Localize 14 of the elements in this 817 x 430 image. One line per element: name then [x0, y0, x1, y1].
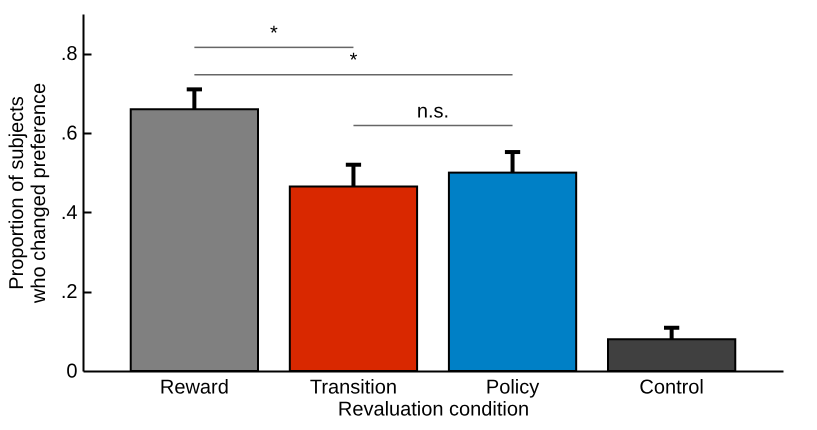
x-axis-title: Revaluation condition	[338, 398, 530, 420]
y-tick-label: .6	[60, 122, 78, 144]
y-axis-title: Proportion of subjects who changed preference	[6, 82, 50, 304]
x-tick-label: Reward	[160, 376, 229, 398]
y-tick-label: .8	[60, 43, 78, 66]
annotation: *	[350, 50, 358, 72]
x-tick-label: Transition	[310, 376, 397, 398]
annotation: *	[270, 22, 278, 44]
x-tick-label: Control	[639, 376, 704, 398]
y-tick-label: .2	[60, 281, 78, 304]
annotation: n.s.	[416, 100, 450, 122]
y-tick-label: .4	[60, 202, 78, 224]
y-tick-label: 0	[66, 360, 78, 382]
x-tick-label: Policy	[486, 376, 540, 398]
